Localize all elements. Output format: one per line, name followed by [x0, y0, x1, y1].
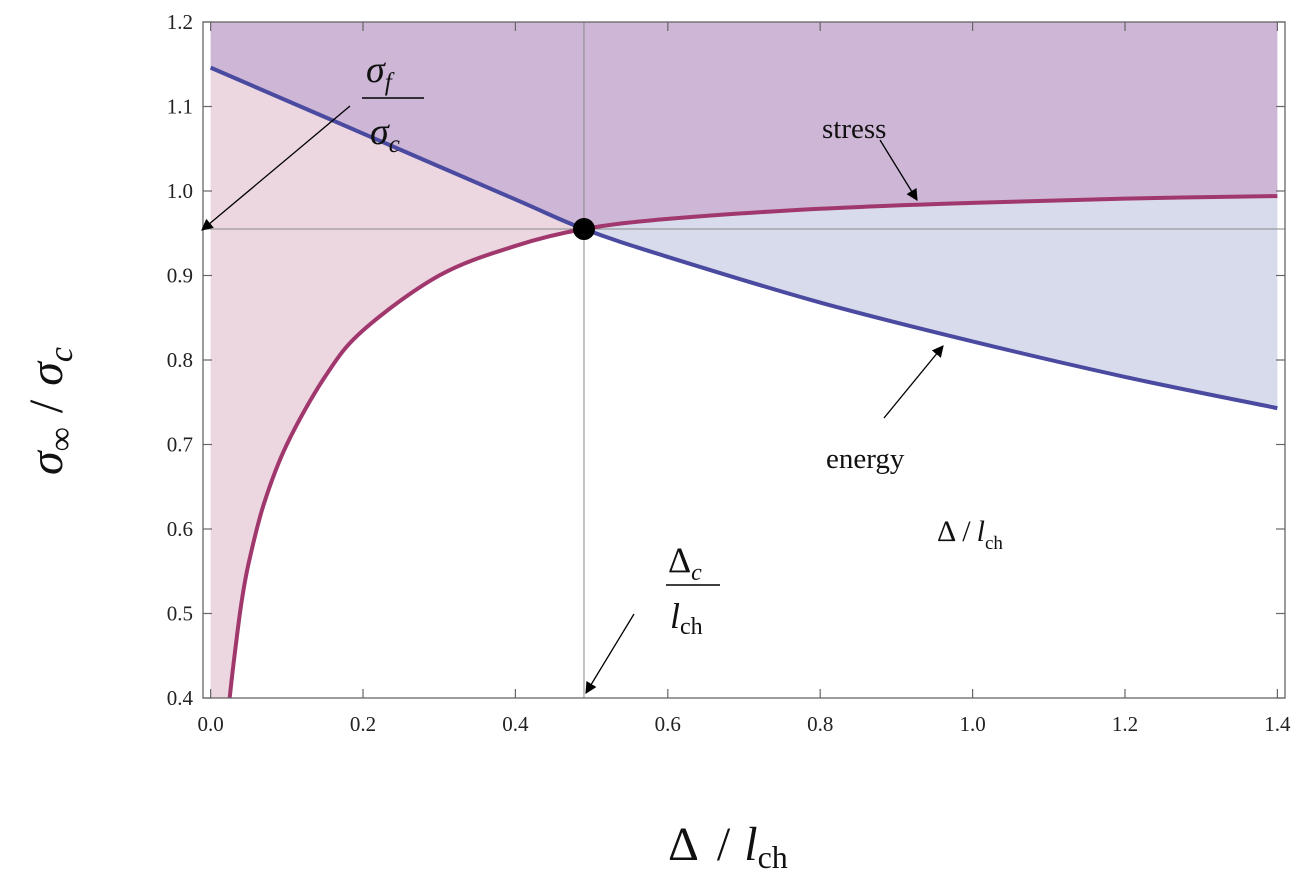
x-tick-label: 0.8 [807, 712, 833, 736]
x-tick-label: 1.2 [1112, 712, 1138, 736]
y-axis-ticks: 0.4 0.5 0.6 0.7 0.8 0.9 1.0 1.1 1.2 [167, 10, 1285, 710]
y-tick-label: 0.7 [167, 433, 193, 457]
x-tick-label: 0.6 [655, 712, 681, 736]
energy-side-region-fill [583, 196, 1278, 409]
stress-side-region-fill [210, 67, 584, 698]
y-tick-label: 0.6 [167, 517, 193, 541]
stress-arrow [879, 139, 918, 201]
x-tick-label: 0.0 [197, 712, 223, 736]
y-tick-label: 1.0 [167, 179, 193, 203]
x-axis-ticks: 0.0 0.2 0.4 0.6 0.8 1.0 1.2 1.4 [197, 22, 1291, 736]
y-tick-label: 0.8 [167, 348, 193, 372]
svg-text:σf: σf [366, 49, 395, 96]
upper-region-fill [210, 22, 1278, 230]
energy-label: energy [826, 443, 905, 475]
y-tick-label: 1.1 [167, 95, 193, 119]
y-axis-label: σ∞/σc [20, 347, 80, 475]
x-tick-label: 0.4 [502, 712, 529, 736]
x-axis-label: Δ / lch [668, 818, 788, 875]
svg-text:Δc: Δc [668, 540, 702, 586]
y-tick-label: 1.2 [167, 10, 193, 34]
svg-text:σc: σc [370, 111, 400, 158]
x-tick-label: 1.4 [1264, 712, 1291, 736]
delta-c-arrow [585, 613, 635, 694]
critical-point-marker [572, 218, 595, 241]
x-tick-label: 0.2 [350, 712, 376, 736]
energy-curve [209, 65, 1278, 411]
sigma-f-over-sigma-c-label: σf σc [362, 49, 424, 158]
sigma-f-arrow [201, 105, 351, 231]
energy-arrow [883, 345, 944, 419]
stress-label: stress [822, 113, 886, 145]
y-tick-label: 0.9 [167, 264, 193, 288]
y-tick-label: 0.4 [167, 686, 194, 710]
x-tick-label: 1.0 [959, 712, 985, 736]
svg-text:lch: lch [670, 596, 703, 640]
delta-c-over-lch-label: Δc lch [666, 540, 720, 640]
inner-x-label: Δ / lch [937, 515, 1003, 554]
stress-curve [227, 194, 1278, 698]
y-tick-label: 0.5 [167, 602, 193, 626]
